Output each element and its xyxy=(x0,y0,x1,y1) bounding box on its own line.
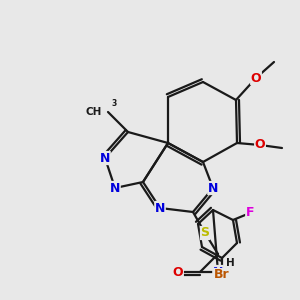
Text: CH: CH xyxy=(85,107,102,117)
Text: H: H xyxy=(226,258,234,268)
Text: N: N xyxy=(155,202,165,214)
Text: 3: 3 xyxy=(112,99,117,108)
Text: Br: Br xyxy=(214,268,230,281)
Text: N: N xyxy=(110,182,120,194)
Text: O: O xyxy=(173,266,183,278)
Text: N: N xyxy=(208,182,218,194)
Text: S: S xyxy=(200,226,209,239)
Text: O: O xyxy=(251,71,261,85)
Text: F: F xyxy=(246,206,254,220)
Text: N: N xyxy=(100,152,110,164)
Text: O: O xyxy=(255,139,265,152)
Text: N: N xyxy=(213,266,223,278)
